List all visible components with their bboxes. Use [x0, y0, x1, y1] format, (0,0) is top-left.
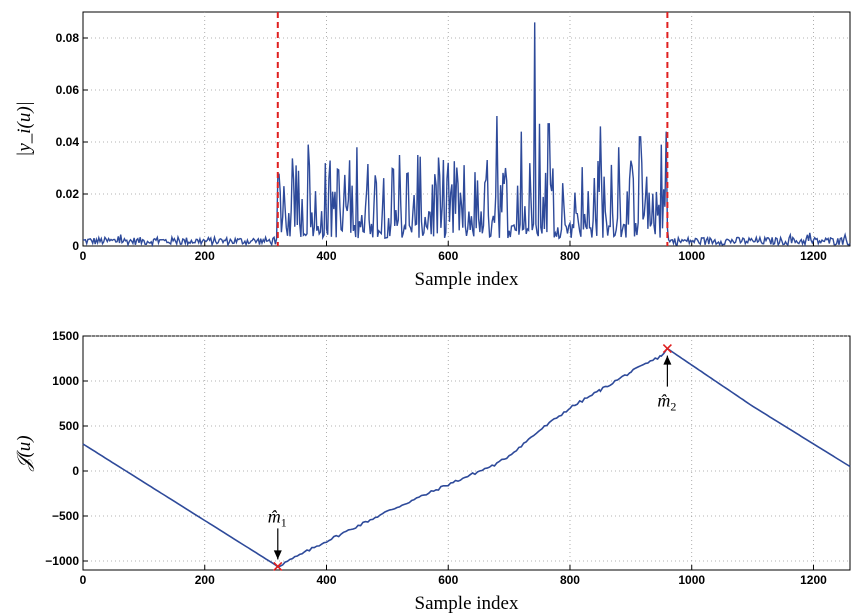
minmax-marker-1 — [273, 561, 283, 571]
annotation-label-2: m̂2 — [657, 391, 676, 414]
top-grid — [83, 12, 850, 246]
tick-label-y-3: 0.06 — [56, 83, 80, 97]
minmax-marker-2 — [662, 344, 672, 354]
tick-label-x-3: 600 — [438, 249, 458, 263]
bottom-series-line — [82, 347, 851, 568]
bottom-xlabel: Sample index — [415, 593, 519, 613]
tick-label-x-6: 1200 — [800, 573, 827, 587]
tick-label-y-2: 0.04 — [56, 135, 80, 149]
tick-label-x-2: 400 — [316, 249, 336, 263]
top-plot-area — [82, 11, 851, 247]
annotation-label-1: m̂1 — [268, 506, 287, 529]
bottom-ticks: 0 200 400 600 800 1000 1200 1500 1000 500 0 −500 −10… — [45, 329, 827, 587]
tick-label-y-5: −1000 — [45, 554, 79, 568]
tick-label-y-3: 0 — [72, 464, 79, 478]
bottom-markers: m̂1 m̂2 — [268, 344, 676, 571]
annotation-arrowhead-1 — [273, 550, 282, 560]
tick-label-x-1: 200 — [195, 249, 215, 263]
tick-label-x-0: 0 — [80, 573, 87, 587]
tick-label-x-4: 800 — [560, 573, 580, 587]
tick-label-x-2: 400 — [316, 573, 336, 587]
top-xlabel: Sample index — [415, 269, 519, 290]
tick-label-x-4: 800 — [560, 249, 580, 263]
bottom-plot: 0 200 400 600 800 1000 1200 1500 1000 500 0 −500 −10… — [14, 329, 851, 613]
tick-label-x-5: 1000 — [678, 249, 705, 263]
tick-label-y-2: 500 — [59, 419, 79, 433]
top-ticks: 0 200 400 600 800 1000 1200 0 0.02 0.04 0.06 0.08 — [56, 31, 828, 263]
top-plot: 0 200 400 600 800 1000 1200 0 0.02 0.04 0.06 0.08 S… — [14, 11, 851, 290]
tick-label-x-1: 200 — [195, 573, 215, 587]
bottom-ylabel: 𝒥(u) — [14, 435, 35, 471]
bottom-grid — [83, 335, 850, 570]
tick-label-x-3: 600 — [438, 573, 458, 587]
bottom-plot-area — [82, 335, 851, 571]
tick-label-y-0: 0 — [72, 239, 79, 253]
tick-label-y-0: 1500 — [52, 329, 79, 343]
annotation-arrowhead-2 — [663, 355, 672, 365]
tick-label-x-5: 1000 — [678, 573, 705, 587]
top-series-line — [82, 22, 851, 248]
tick-label-y-4: 0.08 — [56, 31, 80, 45]
tick-label-y-4: −500 — [52, 509, 79, 523]
tick-label-x-6: 1200 — [800, 249, 827, 263]
tick-label-y-1: 0.02 — [56, 187, 80, 201]
tick-label-y-1: 1000 — [52, 374, 79, 388]
top-ylabel: |y_i(u)| — [14, 101, 35, 157]
tick-label-x-0: 0 — [80, 249, 87, 263]
